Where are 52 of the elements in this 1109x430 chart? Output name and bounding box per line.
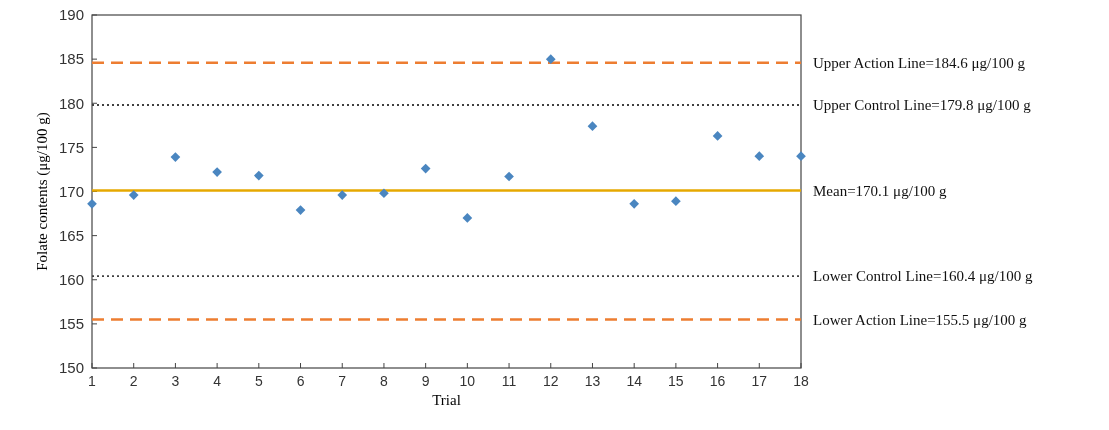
point <box>754 151 765 162</box>
y-tick-label: 150 <box>58 359 84 377</box>
y-axis-title: Folate contents (μg/100 g) <box>34 112 51 271</box>
y-tick-label: 165 <box>58 226 84 244</box>
x-tick-label: 8 <box>380 373 389 389</box>
point <box>379 188 389 199</box>
x-tick-label: 9 <box>421 373 430 389</box>
x-tick-label: 11 <box>501 373 517 389</box>
x-tick-label: 14 <box>626 373 643 389</box>
point <box>420 163 431 174</box>
y-tick-label: 155 <box>58 315 84 333</box>
ref-line-label: Lower Action Line=155.5 μg/100 g <box>813 311 1028 328</box>
point <box>712 131 723 141</box>
x-tick-label: 4 <box>213 373 222 389</box>
y-tick-label: 160 <box>58 271 84 288</box>
point <box>337 190 348 200</box>
x-tick-label: 18 <box>793 373 809 389</box>
x-tick-label: 10 <box>459 373 476 389</box>
x-tick-label: 13 <box>584 373 601 389</box>
point <box>253 170 264 181</box>
point <box>671 196 681 207</box>
x-axis-title: Trial <box>432 392 461 408</box>
point <box>796 151 806 162</box>
x-tick-label: 16 <box>709 373 726 389</box>
x-tick-label: 12 <box>542 373 559 389</box>
x-tick-label: 5 <box>254 373 263 389</box>
point <box>504 171 514 182</box>
point <box>587 121 598 132</box>
ref-line-label: Upper Control Line=179.8 μg/100 g <box>813 97 1032 114</box>
y-tick-label: 180 <box>58 94 84 112</box>
point <box>87 199 97 209</box>
x-tick-label: 7 <box>338 373 347 389</box>
ref-line-label: Upper Action Line=184.6 μg/100 g <box>813 54 1026 71</box>
point <box>545 54 556 64</box>
y-tick-label: 190 <box>58 6 84 24</box>
x-tick-label: 1 <box>88 373 97 389</box>
x-tick-label: 15 <box>668 373 684 389</box>
point <box>462 213 473 223</box>
y-tick-label: 175 <box>58 138 84 156</box>
x-tick-label: 17 <box>751 373 768 389</box>
ref-line-label: Lower Control Line=160.4 μg/100 g <box>813 268 1033 285</box>
point <box>170 152 181 162</box>
x-tick-label: 3 <box>171 373 180 389</box>
point <box>128 190 139 200</box>
point <box>629 199 640 209</box>
y-tick-label: 185 <box>58 50 84 68</box>
point <box>295 205 306 215</box>
point <box>212 167 222 177</box>
y-tick-label: 170 <box>58 182 84 200</box>
x-tick-label: 6 <box>296 373 305 389</box>
ref-line-label: Mean=170.1 μg/100 g <box>813 182 948 199</box>
x-tick-label: 2 <box>129 373 138 389</box>
